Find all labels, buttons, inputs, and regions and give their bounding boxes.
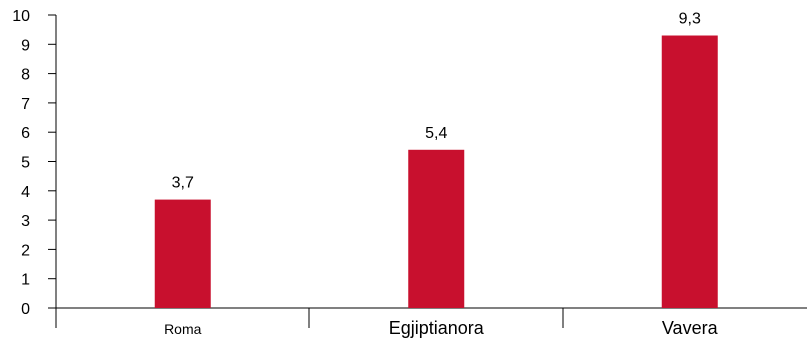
y-axis: 0 1 2 3 4 5 6 7 8 9 10 bbox=[12, 8, 57, 318]
data-label: 3,7 bbox=[172, 175, 194, 192]
y-tick-label: 2 bbox=[21, 242, 30, 259]
y-tick-label: 10 bbox=[12, 8, 30, 25]
x-axis: Roma Egjiptianora Vavera bbox=[55, 307, 807, 338]
y-tick-label: 4 bbox=[21, 184, 30, 201]
y-tick-label: 7 bbox=[21, 96, 30, 113]
y-tick-label: 8 bbox=[21, 67, 30, 84]
bar-vavera bbox=[661, 35, 718, 308]
y-tick-label: 0 bbox=[21, 301, 30, 318]
data-label: 5,4 bbox=[425, 125, 447, 142]
bar-roma bbox=[154, 199, 211, 308]
x-category-label: Vavera bbox=[662, 318, 719, 338]
bar-egjiptianora bbox=[408, 149, 465, 308]
x-category-label: Egjiptianora bbox=[389, 318, 485, 338]
bars bbox=[154, 35, 718, 308]
y-tick-label: 3 bbox=[21, 213, 30, 230]
y-tick-label: 6 bbox=[21, 125, 30, 142]
x-category-label: Roma bbox=[164, 321, 202, 337]
y-tick-label: 1 bbox=[21, 272, 30, 289]
y-tick-label: 5 bbox=[21, 155, 30, 172]
y-tick-label: 9 bbox=[21, 37, 30, 54]
data-label: 9,3 bbox=[679, 11, 701, 28]
data-labels: 3,7 5,4 9,3 bbox=[172, 11, 701, 192]
